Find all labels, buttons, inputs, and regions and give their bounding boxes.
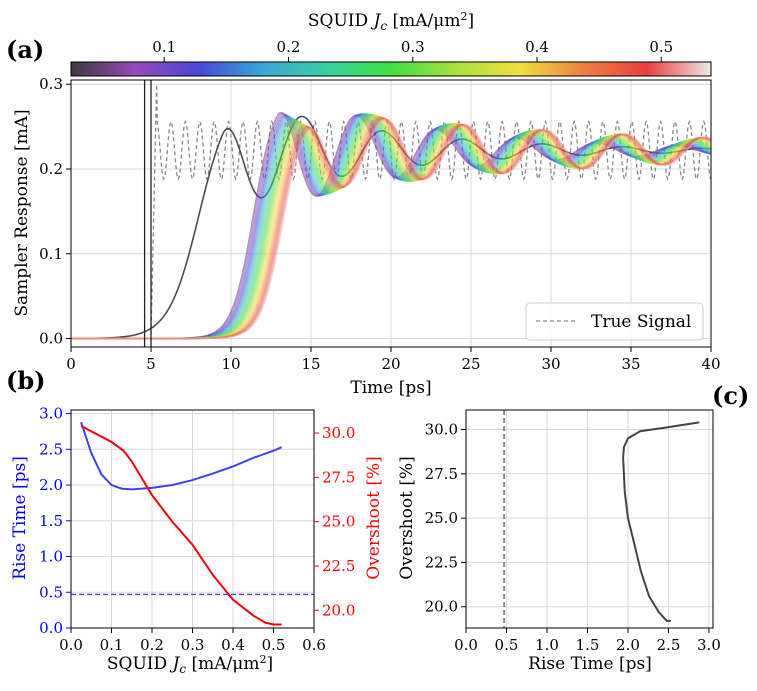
x-tick-label: 15	[301, 355, 320, 373]
panel-a-ylabel: Sampler Response [mA]	[12, 109, 32, 316]
colorbar-label: SQUID Jc [mA/μm2]	[308, 10, 474, 33]
panel-b: 0.0 0.1 0.2 0.3 0.4 0.5 0.6 0.0 0.5 1.0 1.5 2.0 2.5 3…	[10, 405, 384, 676]
y-tick-label: 20.0	[425, 598, 458, 616]
panel-b-left-ylabel: Rise Time [ps]	[10, 456, 30, 580]
x-tick-label: 2.5	[657, 636, 681, 654]
panel-b-letter: (b)	[6, 366, 46, 395]
y-tick-label: 27.5	[322, 468, 355, 486]
panel-b-xlabel: SQUID Jc [mA/μm2]	[107, 653, 273, 676]
x-tick-label: 0.4	[221, 636, 245, 654]
legend: True Signal	[525, 302, 704, 341]
y-tick-label: 0.3	[39, 75, 63, 93]
y-tick-label: 22.5	[425, 553, 458, 571]
y-tick-label: 30.0	[322, 424, 355, 442]
x-tick-label: 2.0	[616, 636, 640, 654]
panel-c: 0.0 0.5 1.0 1.5 2.0 2.5 3.0 20.0 22.5 25.0 27.5 30.…	[397, 409, 721, 674]
x-tick-label: 25	[461, 355, 480, 373]
x-tick-label: 0.0	[59, 636, 83, 654]
colorbar-tick-label: 0.4	[525, 38, 549, 56]
panel-c-letter: (c)	[712, 381, 749, 410]
x-tick-label: 1.5	[576, 636, 600, 654]
x-tick-label: 1.0	[535, 636, 559, 654]
x-tick-label: 0.1	[100, 636, 124, 654]
y-tick-label: 0.1	[39, 245, 63, 263]
overshoot-vs-rise-line	[622, 421, 700, 622]
panel-a-letter: (a)	[6, 35, 44, 64]
y-tick-label: 30.0	[425, 420, 458, 438]
colorbar-gradient	[70, 61, 712, 77]
rise-time-line	[80, 421, 283, 491]
y-tick-label: 0.2	[39, 160, 63, 178]
y-tick-label: 3.0	[39, 405, 63, 423]
x-tick-label: 40	[701, 355, 720, 373]
legend-true-signal-label: True Signal	[591, 312, 691, 332]
y-tick-label: 1.5	[39, 512, 63, 530]
y-tick-label: 0.5	[39, 583, 63, 601]
y-tick-label: 22.5	[322, 557, 355, 575]
x-tick-label: 0.5	[495, 636, 519, 654]
y-tick-label: 1.0	[39, 548, 63, 566]
x-tick-label: 0.0	[454, 636, 478, 654]
overshoot-line	[80, 425, 282, 626]
x-tick-label: 30	[541, 355, 560, 373]
colorbar-tick-label: 0.3	[401, 38, 425, 56]
x-tick-label: 35	[621, 355, 640, 373]
y-tick-label: 25.0	[425, 509, 458, 527]
panel-c-frame	[465, 409, 714, 629]
y-tick-label: 25.0	[322, 513, 355, 531]
x-tick-label: 0.5	[262, 636, 286, 654]
colorbar-tick-label: 0.5	[649, 38, 673, 56]
y-tick-label: 2.5	[39, 440, 63, 458]
panel-c-ylabel: Overshoot [%]	[397, 456, 417, 580]
panel-b-right-ylabel: Overshoot [%]	[364, 456, 384, 580]
x-tick-label: 20	[381, 355, 400, 373]
y-tick-label: 0.0	[39, 330, 63, 348]
colorbar-tick-label: 0.2	[277, 38, 301, 56]
colorbar-tick-label: 0.1	[152, 38, 176, 56]
panel-c-xlabel: Rise Time [ps]	[528, 654, 652, 674]
panel-a: 0 5 10 15 20 25 30 35 40 0.0 0.1 0.2 0.3 Time [ps] S…	[12, 75, 721, 398]
x-tick-label: 0.2	[140, 636, 164, 654]
y-tick-label: 2.0	[39, 476, 63, 494]
x-tick-label: 0.6	[302, 636, 326, 654]
x-tick-label: 5	[146, 355, 156, 373]
panel-a-xlabel: Time [ps]	[350, 378, 431, 398]
x-tick-label: 10	[221, 355, 240, 373]
y-tick-label: 20.0	[322, 601, 355, 619]
x-tick-label: 0.3	[181, 636, 205, 654]
legend-box	[525, 302, 704, 341]
x-tick-label: 0	[66, 355, 76, 373]
y-tick-label: 27.5	[425, 465, 458, 483]
x-tick-label: 3.0	[697, 636, 721, 654]
colorbar: SQUID Jc [mA/μm2] 0.1 0.2 0.3 0.4 0.5	[70, 10, 712, 77]
y-tick-label: 0.0	[39, 619, 63, 637]
response-line	[71, 118, 711, 340]
